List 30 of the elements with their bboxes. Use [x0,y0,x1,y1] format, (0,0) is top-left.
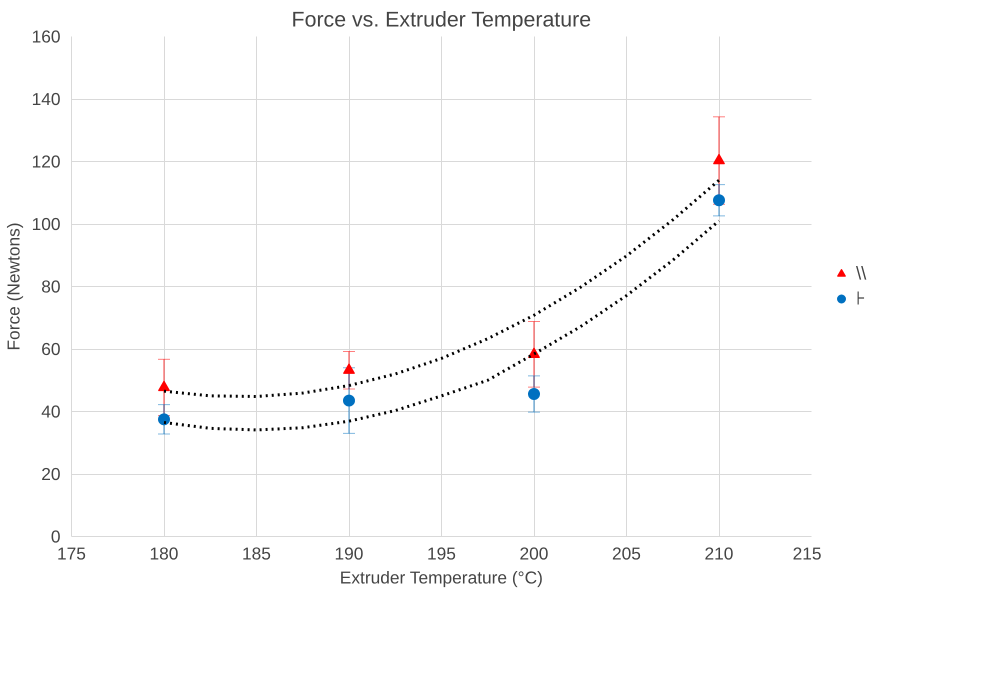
x-tick-label: 200 [520,544,548,564]
point [158,413,170,426]
y-axis-title: Force (Newtons) [4,222,24,351]
x-tick-label: 215 [792,544,822,564]
x-tick-label: 190 [334,544,364,564]
legend-label: ⊦ [856,288,867,310]
y-tick-label: 40 [41,402,61,422]
y-tick-label: 80 [41,276,61,296]
chart-title: Force vs. Extruder Temperature [292,8,592,32]
y-tick-label: 20 [41,464,61,484]
point [158,380,170,392]
y-tick-label: 60 [41,339,61,359]
y-tick-label: 120 [32,152,61,172]
point [713,154,725,164]
point [713,194,725,206]
x-axis-title: Extruder Temperature (°C) [340,568,543,588]
x-tick-label: 180 [150,544,178,564]
point [343,394,355,407]
point [343,363,355,374]
x-tick-label: 210 [704,544,734,564]
x-tick-label: 195 [427,544,456,564]
legend-label: \\ [856,262,868,284]
x-tick-label: 185 [242,544,271,564]
x-tick-label: 205 [612,544,641,564]
y-tick-label: 0 [50,526,61,546]
y-tick-label: 160 [32,26,61,46]
y-tick-label: 140 [32,89,61,109]
point [528,388,540,400]
x-tick-label: 175 [57,544,86,564]
y-tick-label: 100 [32,214,61,234]
